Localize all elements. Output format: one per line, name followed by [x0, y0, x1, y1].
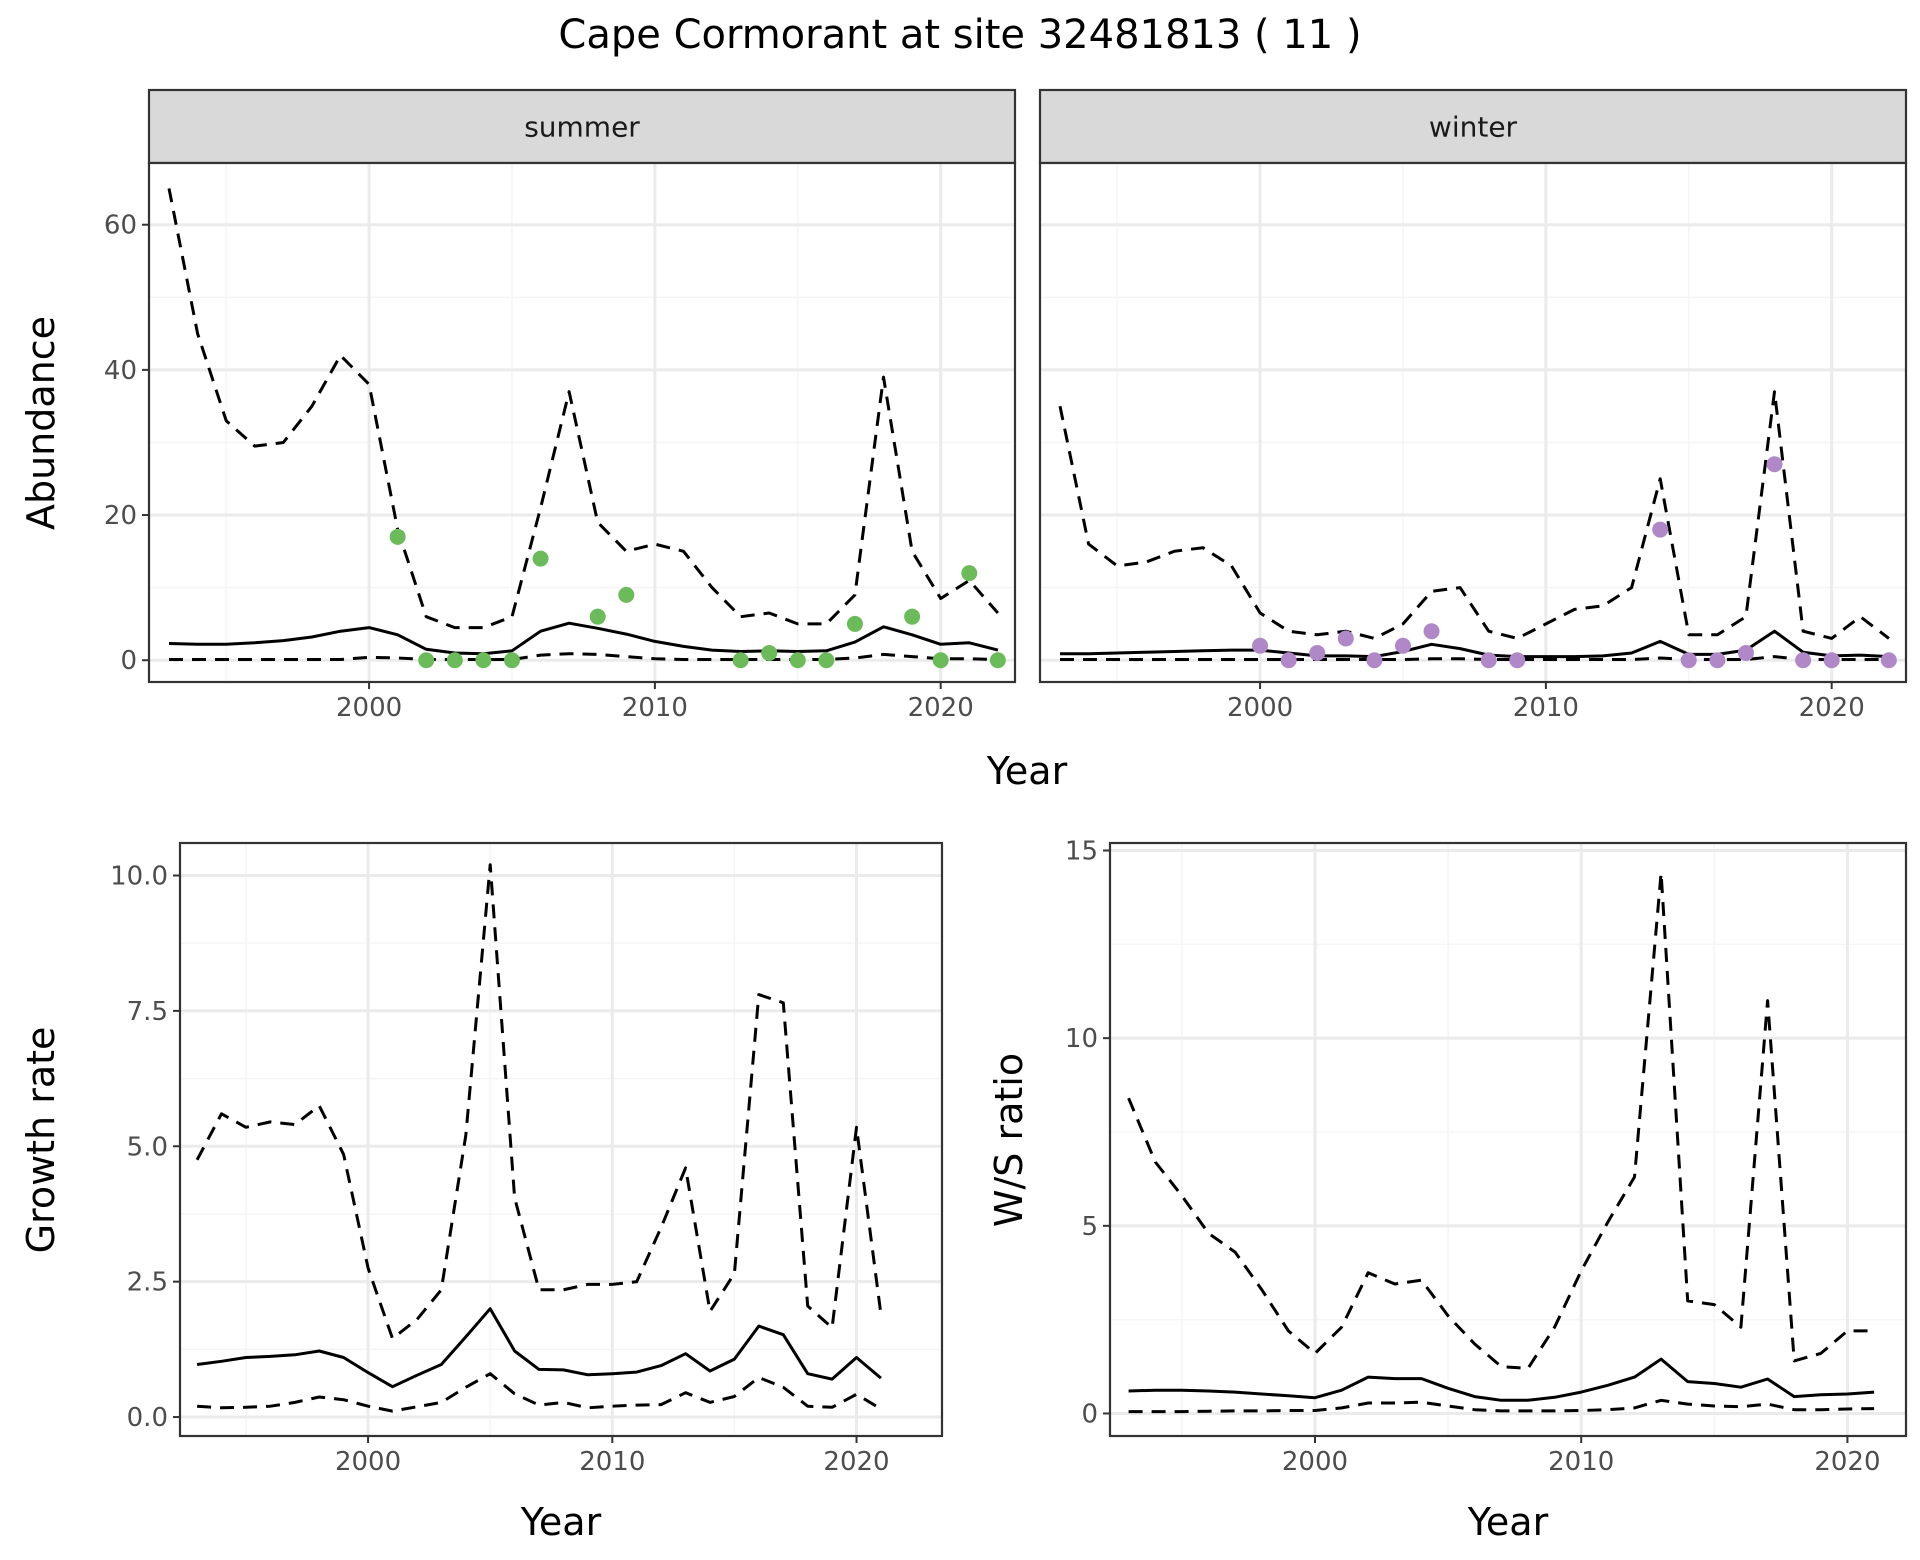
abundance-summer-data-point [818, 652, 835, 669]
growth-panel-background [180, 843, 942, 1436]
abundance-winter-data-point [1709, 652, 1726, 669]
abundance-summer-data-point [503, 652, 520, 669]
abundance-winter-data-point [1509, 652, 1526, 669]
ratio-x-tick-label: 2000 [1282, 1447, 1348, 1477]
abundance-winter-data-point [1309, 644, 1326, 661]
abundance-summer-x-tick-label: 2000 [336, 693, 402, 723]
abundance-x-axis-label: Year [986, 749, 1068, 793]
abundance-winter-data-point [1280, 652, 1297, 669]
abundance-winter-data-point [1737, 644, 1754, 661]
ratio-panel-border [1108, 841, 1908, 1438]
abundance-winter-data-point [1880, 652, 1897, 669]
growth-y-tick-label: 5.0 [127, 1132, 168, 1162]
abundance-winter-x-tick-label: 2020 [1799, 693, 1865, 723]
facet-winter-strip [1038, 88, 1908, 165]
ratio-x-axis-label: Year [1467, 1500, 1549, 1544]
abundance-summer-y-tick-label: 40 [104, 356, 137, 386]
growth-y-axis-label: Growth rate [19, 1027, 63, 1254]
ratio-lower-line [1128, 1398, 1875, 1414]
abundance-winter-panel-background [1040, 163, 1906, 682]
abundance-summer-panel: 2000 2010 2020 0 20 40 60 [104, 161, 1017, 723]
ratio-y-axis-label: W/S ratio [987, 1053, 1031, 1227]
abundance-winter-data-point [1252, 637, 1269, 654]
growth-x-tick-label: 2020 [823, 1447, 889, 1477]
growth-panel-border [178, 841, 944, 1438]
abundance-summer-data-point [932, 652, 949, 669]
abundance-winter-data-point [1652, 521, 1669, 538]
abundance-summer-data-point [618, 586, 635, 603]
growth-y-tick-label: 7.5 [127, 997, 168, 1027]
facet-winter-strip-label: winter [1429, 111, 1518, 144]
ratio-x-tick-label: 2020 [1814, 1447, 1880, 1477]
growth-upper-line [195, 863, 883, 1340]
abundance-summer-y-tick-label: 20 [104, 501, 137, 531]
abundance-summer-data-point [989, 652, 1006, 669]
abundance-winter-data-point [1480, 652, 1497, 669]
abundance-winter-data-point [1680, 652, 1697, 669]
abundance-y-axis-label: Abundance [19, 316, 63, 530]
abundance-summer-mean-line [168, 621, 999, 656]
abundance-summer-panel-background [149, 163, 1015, 682]
abundance-summer-lower-line [169, 652, 998, 661]
growth-lower-line [197, 1372, 882, 1413]
abundance-summer-data-point [732, 652, 749, 669]
abundance-summer-panel-border [147, 161, 1017, 684]
growth-y-tick-label: 2.5 [127, 1268, 168, 1298]
facet-summer-strip [147, 88, 1017, 165]
abundance-summer-data-point [589, 608, 606, 625]
growth-y-tick-label: 0.0 [127, 1403, 168, 1433]
ratio-y-tick-label: 5 [1081, 1212, 1098, 1242]
figure-title: Cape Cormorant at site 32481813 ( 11 ) [558, 12, 1361, 58]
abundance-winter-x-tick-label: 2010 [1513, 693, 1579, 723]
growth-x-tick-label: 2010 [579, 1447, 645, 1477]
abundance-winter-data-point [1337, 630, 1354, 647]
abundance-winter-data-point [1394, 637, 1411, 654]
ratio-y-tick-label: 10 [1065, 1024, 1098, 1054]
abundance-summer-data-point [789, 652, 806, 669]
facet-summer-strip-label: summer [524, 111, 640, 144]
abundance-winter-data-point [1423, 623, 1440, 640]
abundance-summer-data-point [475, 652, 492, 669]
abundance-summer-data-point [532, 550, 549, 567]
ratio-mean-line [1128, 1357, 1875, 1402]
abundance-winter-x-tick-label: 2000 [1227, 693, 1293, 723]
abundance-summer-data-point [389, 528, 406, 545]
abundance-summer-data-point [904, 608, 921, 625]
ratio-panel-background [1110, 843, 1906, 1436]
ratio-y-tick-label: 0 [1081, 1399, 1098, 1429]
growth-x-tick-label: 2000 [335, 1447, 401, 1477]
abundance-summer-data-point [418, 652, 435, 669]
abundance-summer-data-point [846, 615, 863, 632]
abundance-summer-data-point [446, 652, 463, 669]
growth-y-tick-label: 10.0 [110, 861, 168, 891]
abundance-summer-data-point [761, 644, 778, 661]
abundance-summer-data-point [961, 565, 978, 582]
abundance-winter-data-point [1766, 456, 1783, 473]
abundance-winter-panel: 2000 2010 2020 [1038, 161, 1908, 723]
abundance-winter-data-point [1795, 652, 1812, 669]
ratio-x-tick-label: 2010 [1548, 1447, 1614, 1477]
growth-mean-line [196, 1307, 882, 1389]
abundance-summer-y-tick-label: 0 [120, 646, 137, 676]
abundance-summer-y-tick-label: 60 [104, 211, 137, 241]
ratio-y-tick-label: 15 [1065, 837, 1098, 867]
abundance-winter-upper-line [1058, 390, 1890, 640]
abundance-summer-x-tick-label: 2020 [908, 693, 974, 723]
growth-panel: 2000 2010 2020 0.0 2.5 5.0 7.5 10.0 [110, 841, 944, 1477]
abundance-summer-x-tick-label: 2010 [622, 693, 688, 723]
abundance-winter-data-point [1366, 652, 1383, 669]
abundance-winter-data-point [1823, 652, 1840, 669]
abundance-winter-panel-border [1038, 161, 1908, 684]
abundance-summer-upper-line [167, 188, 1000, 630]
growth-x-axis-label: Year [520, 1500, 602, 1544]
ratio-panel: 2000 2010 2020 0 5 10 15 [1065, 837, 1908, 1477]
